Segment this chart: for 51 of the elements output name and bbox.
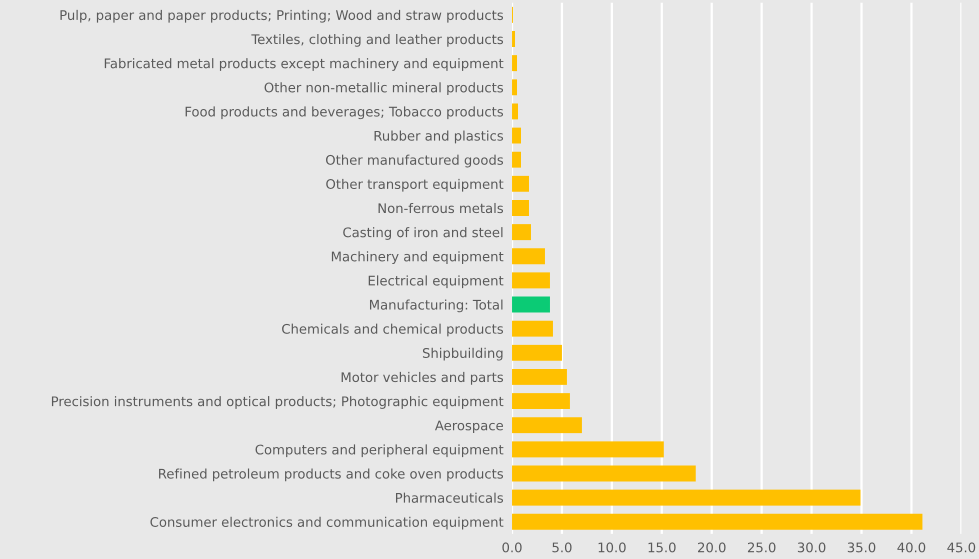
bar <box>512 320 553 337</box>
y-tick-label: Fabricated metal products except machinery and equipment <box>104 58 504 71</box>
y-tick-label: Refined petroleum products and coke oven products <box>159 468 504 482</box>
y-tick-label: Shipbuilding <box>422 348 502 361</box>
x-tick-label: 0.0 <box>502 542 522 552</box>
y-tick-label: Electrical equipment <box>368 275 504 288</box>
bar <box>512 176 529 192</box>
bar <box>512 152 522 168</box>
bar <box>512 514 922 530</box>
y-tick-label: Aerospace <box>434 420 503 433</box>
y-tick-label: Other manufactured goods <box>326 154 504 168</box>
x-tick-label: 35.0 <box>848 542 876 552</box>
y-tick-label: Food products and beverages; Tobacco products <box>186 106 504 120</box>
y-tick-label: Chemicals and chemical products <box>282 324 504 336</box>
y-tick-label: Consumer electronics and communication equipment <box>150 516 504 530</box>
y-tick-label: Other non-metallic mineral products <box>264 82 504 96</box>
y-tick-label: Precision instruments and optical products; Photographic equipment <box>52 396 504 409</box>
bar <box>512 103 518 120</box>
bar <box>512 200 529 216</box>
bar <box>512 490 861 506</box>
y-tick-label: Machinery and equipment <box>332 251 504 264</box>
y-tick-label: Other transport equipment <box>326 178 504 192</box>
bar <box>512 368 567 385</box>
bar <box>512 441 664 458</box>
y-tick-label: Casting of iron and steel <box>343 227 502 240</box>
y-tick-label: Pharmaceuticals <box>396 492 504 503</box>
y-tick-label: Non-ferrous metals <box>378 202 504 214</box>
y-tick-label: Motor vehicles and parts <box>342 372 504 385</box>
bar <box>512 55 518 72</box>
bar <box>512 248 545 264</box>
y-tick-label: Pulp, paper and paper products; Printing; Wood and straw products <box>60 10 504 23</box>
y-tick-label: Computers and peripheral equipment <box>256 444 504 458</box>
bar <box>512 128 522 144</box>
bar <box>512 466 696 482</box>
bar <box>512 296 550 312</box>
bar <box>512 417 582 434</box>
x-tick-label: 25.0 <box>748 542 776 552</box>
x-tick-label: 45.0 <box>947 542 976 552</box>
bar <box>512 272 550 288</box>
bar <box>512 224 531 240</box>
x-tick-label: 30.0 <box>798 542 826 552</box>
x-tick-label: 15.0 <box>648 542 676 552</box>
y-tick-label: Manufacturing: Total <box>370 300 502 312</box>
y-tick-label: Textiles, clothing and leather products <box>251 34 504 47</box>
bar <box>512 344 562 361</box>
bar <box>512 393 570 410</box>
x-tick-label: 20.0 <box>698 542 726 552</box>
x-tick-label: 40.0 <box>897 542 926 552</box>
y-tick-label: Rubber and plastics <box>374 130 504 144</box>
x-tick-label: 5.0 <box>552 542 572 552</box>
x-tick-label: 10.0 <box>598 542 626 552</box>
